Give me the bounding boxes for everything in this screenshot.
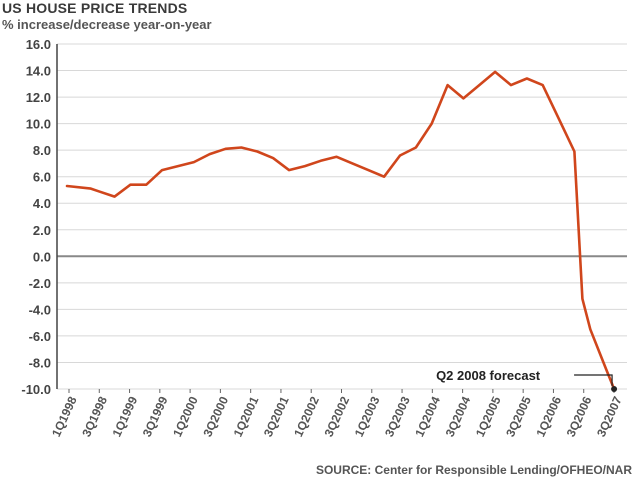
- x-tick-label: 1Q2006: [533, 394, 564, 439]
- x-tick-label: 3Q2002: [321, 394, 352, 439]
- source-note: SOURCE: Center for Responsible Lending/O…: [315, 463, 632, 477]
- x-tick-label: 3Q2000: [200, 394, 231, 439]
- grid-lines: [57, 43, 627, 390]
- y-tick-label: 8.0: [33, 143, 51, 158]
- chart-subtitle: % increase/decrease year-on-year: [2, 17, 212, 32]
- axes: [56, 44, 627, 389]
- annotation: Q2 2008 forecast: [432, 366, 618, 392]
- x-tick-label: 3Q1998: [79, 394, 110, 439]
- price-trend-line: [65, 70, 616, 391]
- x-tick-label: 3Q1999: [140, 394, 171, 439]
- x-tick-label: 3Q2001: [261, 394, 292, 439]
- annotation-background: [432, 366, 573, 384]
- y-tick-label: 14.0: [26, 64, 51, 79]
- y-tick-label: 16.0: [26, 37, 51, 52]
- y-tick-label: 0.0: [33, 249, 51, 264]
- data-series: [65, 70, 616, 391]
- annotation-leader-line: [574, 374, 613, 386]
- x-axis-tick-labels: 1Q1998 3Q1998 1Q1999 3Q1999 1Q2000 3Q2000 1Q20…: [49, 389, 625, 439]
- y-tick-label: -2.0: [29, 276, 51, 291]
- x-tick-label: 1Q2005: [473, 394, 504, 439]
- y-tick-label: -8.0: [29, 355, 51, 370]
- y-tick-label: -4.0: [29, 302, 51, 317]
- x-tick-label: 1Q2002: [291, 394, 322, 439]
- x-tick-label: 3Q2005: [503, 394, 534, 439]
- x-tick-label: 1Q1998: [49, 394, 80, 439]
- x-tick-label: 3Q2003: [382, 394, 413, 439]
- y-tick-label: -10.0: [21, 382, 51, 397]
- x-tick-label: 1Q2003: [352, 394, 383, 439]
- x-tick-label: 3Q2006: [564, 394, 595, 439]
- x-tick-label: 3Q2004: [443, 394, 474, 439]
- y-axis-tick-labels: 16.0 14.0 12.0 10.0 8.0 6.0 4.0 2.0 0.0 -2.0 -4.0 -…: [21, 37, 51, 397]
- annotation-label: Q2 2008 forecast: [436, 368, 541, 383]
- forecast-point: [611, 386, 618, 392]
- y-tick-label: 10.0: [26, 117, 51, 132]
- chart-title: US HOUSE PRICE TRENDS: [2, 0, 188, 16]
- y-tick-label: 12.0: [26, 90, 51, 105]
- x-tick-label: 1Q2001: [231, 394, 262, 439]
- y-tick-label: -6.0: [29, 329, 51, 344]
- x-tick-label: 1Q2004: [412, 394, 443, 439]
- x-tick-label: 3Q2007: [594, 394, 625, 439]
- y-tick-label: 2.0: [33, 223, 51, 238]
- x-tick-label: 1Q1999: [110, 394, 141, 439]
- y-tick-label: 6.0: [33, 170, 51, 185]
- x-tick-label: 1Q2000: [170, 394, 201, 439]
- y-tick-label: 4.0: [33, 196, 51, 211]
